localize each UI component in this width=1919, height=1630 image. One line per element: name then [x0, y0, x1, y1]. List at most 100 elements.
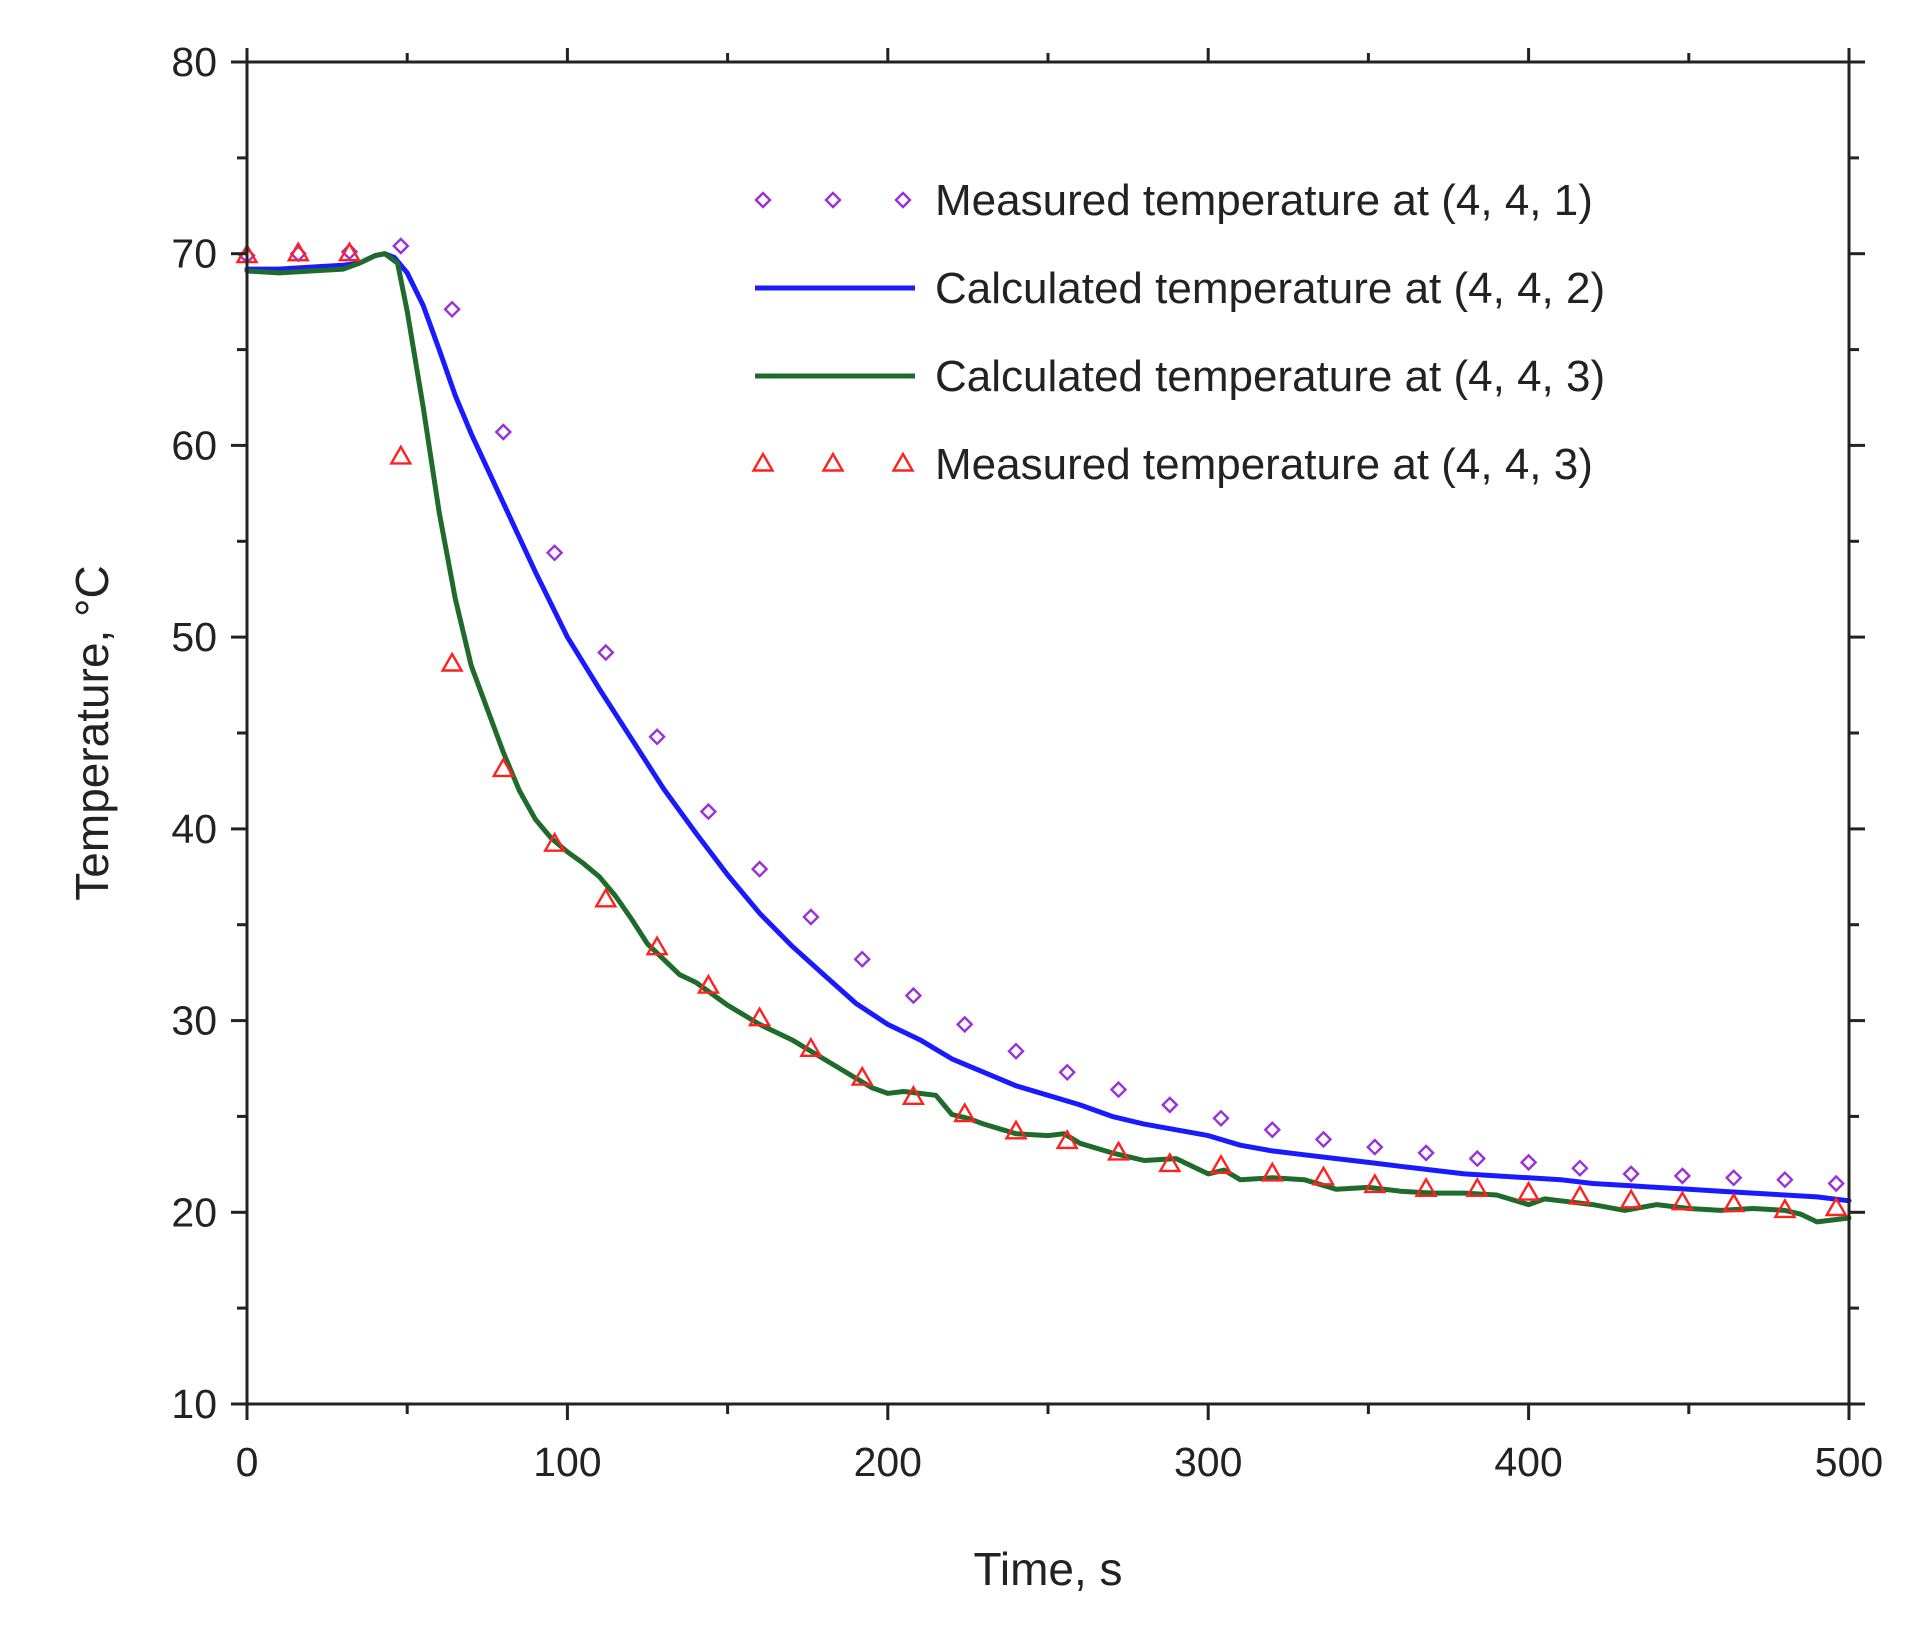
- series-3-point: [696, 973, 720, 994]
- series-3-point: [1158, 1151, 1182, 1173]
- y-tick-label: 30: [171, 998, 217, 1044]
- series-3-point: [1722, 1192, 1746, 1213]
- series-0-point: [1058, 1063, 1076, 1081]
- y-tick-label: 20: [171, 1189, 217, 1235]
- series-3-point: [1824, 1196, 1848, 1217]
- series-3-point: [1414, 1176, 1438, 1198]
- series-0-point: [802, 908, 820, 926]
- x-tick-label: 0: [236, 1439, 259, 1485]
- series-3-point: [1670, 1190, 1694, 1211]
- series-0-point: [1007, 1042, 1025, 1060]
- legend-marker-swatch: [821, 451, 845, 472]
- series-0-point: [545, 544, 564, 562]
- data-marks: [235, 237, 1852, 1225]
- legend-label: Measured temperature at (4, 4, 1): [935, 176, 1593, 225]
- legend-marker-swatch: [754, 191, 772, 209]
- series-0-point: [1776, 1171, 1794, 1189]
- legend-marker-swatch: [891, 451, 915, 472]
- x-axis-title: Time, s: [973, 1543, 1122, 1595]
- series-3-points: [235, 241, 1848, 1219]
- series-0-point: [597, 643, 615, 662]
- series-0-point: [1314, 1130, 1333, 1149]
- series-0-point: [443, 300, 461, 318]
- series-3-point: [491, 756, 515, 778]
- series-3-point: [1517, 1180, 1541, 1201]
- series-0-point: [1109, 1080, 1128, 1099]
- series-0-point: [1263, 1121, 1281, 1139]
- series-3-point: [901, 1084, 925, 1106]
- series-3-point: [337, 241, 362, 262]
- x-tick-label: 300: [1174, 1439, 1242, 1485]
- legend-entry: Measured temperature at (4, 4, 3): [751, 440, 1593, 489]
- series-0-point: [1622, 1165, 1640, 1183]
- series-0-points: [238, 237, 1845, 1193]
- series-3-point: [543, 831, 567, 852]
- y-tick-label: 60: [171, 422, 217, 468]
- series-3-point: [645, 935, 669, 956]
- axis-ticks: [231, 48, 1865, 1420]
- series-3-point: [286, 241, 310, 262]
- legend-label: Calculated temperature at (4, 4, 3): [935, 352, 1605, 401]
- series-1-line: [244, 251, 1852, 1204]
- series-0-point: [494, 423, 512, 441]
- series-0-point: [1725, 1169, 1743, 1187]
- series-0-point: [699, 802, 718, 821]
- x-tick-label: 400: [1494, 1439, 1562, 1485]
- series-3-point: [1619, 1188, 1643, 1209]
- series-0-point: [1827, 1174, 1845, 1193]
- series-3-point: [1055, 1128, 1079, 1150]
- series-0-point: [1571, 1159, 1589, 1177]
- legend-label: Measured temperature at (4, 4, 3): [935, 440, 1593, 489]
- y-tick-label: 80: [171, 39, 217, 85]
- series-0-point: [1366, 1138, 1384, 1156]
- legend: Measured temperature at (4, 4, 1) Calcula…: [751, 176, 1605, 489]
- series-3-point: [850, 1065, 874, 1086]
- series-0-point: [1161, 1096, 1179, 1114]
- legend-entry: Calculated temperature at (4, 4, 3): [755, 352, 1605, 401]
- series-3-point: [1465, 1176, 1489, 1198]
- y-axis-title: Temperature, °C: [66, 565, 118, 900]
- series-0-point: [956, 1015, 974, 1034]
- y-tick-label: 70: [171, 231, 217, 277]
- series-3-point: [1209, 1153, 1233, 1175]
- series-0-point: [1468, 1149, 1486, 1168]
- series-3-point: [1106, 1140, 1131, 1161]
- series-3-point: [440, 651, 464, 672]
- series-3-point: [1004, 1119, 1028, 1140]
- series-0-point: [1417, 1144, 1435, 1162]
- legend-marker-swatch: [751, 451, 775, 472]
- legend-entry: Calculated temperature at (4, 4, 2): [755, 264, 1605, 313]
- series-3-point: [748, 1006, 772, 1027]
- series-3-point: [1311, 1165, 1336, 1186]
- legend-marker-swatch: [824, 191, 842, 209]
- series-0-point: [904, 986, 923, 1005]
- series-3-point: [799, 1036, 823, 1058]
- x-tick-label: 500: [1815, 1439, 1883, 1485]
- series-0-point: [853, 950, 871, 968]
- series-3-point: [1568, 1184, 1592, 1205]
- series-0-point: [1519, 1153, 1538, 1172]
- series-0-point: [1212, 1109, 1230, 1127]
- series-0-point: [392, 237, 410, 255]
- tick-labels: 0 100 200 300 400 500 10 20 30 40 50 60 70 80: [171, 39, 1883, 1485]
- y-tick-label: 10: [171, 1381, 217, 1427]
- series-3-point: [1260, 1161, 1284, 1182]
- series-3-point: [1363, 1172, 1387, 1194]
- legend-marker-swatch: [894, 191, 912, 209]
- series-0-point: [750, 860, 769, 878]
- series-3-point: [594, 887, 618, 908]
- x-tick-label: 200: [854, 1439, 922, 1485]
- series-2-line: [244, 251, 1852, 1225]
- series-0-point: [648, 728, 666, 746]
- x-tick-label: 100: [533, 1439, 601, 1485]
- series-3-point: [953, 1102, 977, 1123]
- series-3-point: [1773, 1197, 1797, 1219]
- legend-entry: Measured temperature at (4, 4, 1): [754, 176, 1593, 225]
- y-tick-label: 50: [171, 614, 217, 660]
- y-tick-label: 40: [171, 806, 217, 852]
- series-0-point: [1673, 1167, 1692, 1185]
- series-3-point: [389, 444, 413, 465]
- legend-label: Calculated temperature at (4, 4, 2): [935, 264, 1605, 313]
